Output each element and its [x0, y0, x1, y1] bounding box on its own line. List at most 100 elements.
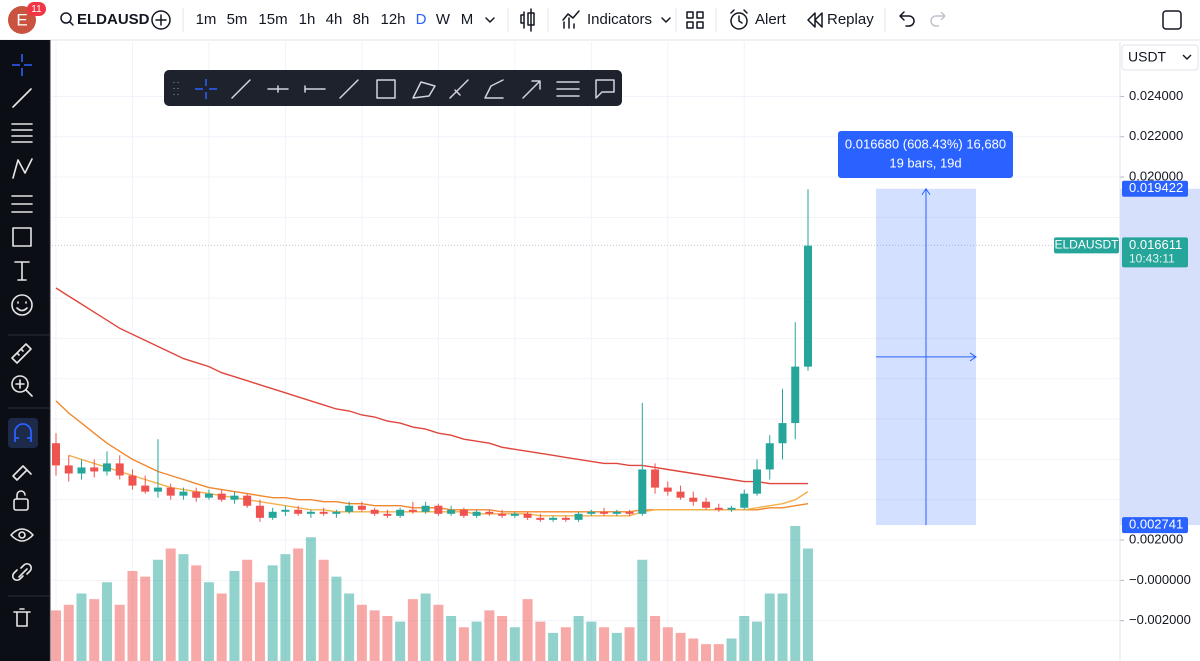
- interval-button[interactable]: 15m: [258, 11, 287, 28]
- volume-bar: [471, 621, 482, 661]
- horizontal-line[interactable]: [304, 85, 326, 93]
- interval-button[interactable]: 1m: [196, 11, 217, 28]
- volume-bar: [178, 554, 189, 661]
- remove-tool[interactable]: [13, 608, 31, 627]
- volume-bar: [650, 616, 661, 661]
- currency-dropdown[interactable]: [1121, 44, 1199, 71]
- chart-type-icon[interactable]: [520, 8, 535, 32]
- crosshair[interactable]: [195, 79, 217, 99]
- sync-tool[interactable]: [11, 562, 33, 582]
- volume-bar: [713, 644, 724, 661]
- interval-button[interactable]: 4h: [326, 11, 343, 28]
- last-price-box: [1122, 237, 1188, 268]
- drag-handle[interactable]: [173, 82, 179, 95]
- interval-button[interactable]: W: [436, 11, 451, 28]
- stay-drawing-tool[interactable]: [12, 465, 32, 481]
- alert-icon[interactable]: [730, 12, 748, 30]
- candle-body: [64, 465, 73, 474]
- layout-icon[interactable]: [686, 11, 704, 29]
- ray[interactable]: [339, 79, 359, 99]
- add-symbol[interactable]: [151, 10, 171, 30]
- trendline-tool[interactable]: [12, 88, 32, 108]
- zoom-tool[interactable]: [11, 375, 29, 393]
- trend-line[interactable]: [231, 79, 251, 99]
- volume-bar: [229, 571, 240, 661]
- undo[interactable]: [899, 11, 915, 27]
- last-price-label: 0.016611: [1129, 237, 1182, 252]
- interval-bar: 1m 5m 15m 1h 4h 8h 12h D W M: [196, 11, 474, 28]
- magnet-tool[interactable]: [14, 423, 32, 442]
- volume-bar: [790, 526, 801, 661]
- interval-button[interactable]: 5m: [227, 11, 248, 28]
- volume-bar: [63, 604, 74, 661]
- replay-button[interactable]: Replay: [827, 11, 874, 28]
- horizontal-ray[interactable]: [267, 85, 289, 93]
- candle-body: [549, 517, 558, 520]
- measure-arrow: [876, 352, 977, 362]
- alert-button[interactable]: Alert: [755, 11, 787, 28]
- brush[interactable]: [412, 81, 436, 99]
- interval-dropdown[interactable]: [485, 17, 495, 23]
- interval-button[interactable]: 12h: [380, 11, 405, 28]
- volume-bar: [356, 604, 367, 661]
- indicators-dropdown[interactable]: [661, 17, 671, 23]
- volume-bar: [573, 616, 584, 661]
- volume-bar: [407, 599, 418, 661]
- text-tool[interactable]: [14, 261, 30, 281]
- countdown: 10:43:11: [1129, 252, 1175, 266]
- candle-body: [561, 517, 570, 520]
- candle-body: [472, 511, 481, 516]
- candle-body: [141, 485, 150, 492]
- crosshair-tool[interactable]: [12, 54, 32, 76]
- redo[interactable]: [930, 11, 946, 27]
- volume-bar: [662, 627, 673, 661]
- price-range[interactable]: [449, 79, 469, 99]
- candle-body: [306, 511, 315, 514]
- candle-body: [714, 507, 723, 510]
- interval-button[interactable]: M: [461, 11, 474, 28]
- geometry-tool[interactable]: [12, 227, 32, 247]
- candle-body: [625, 511, 634, 514]
- interval-button[interactable]: 8h: [353, 11, 370, 28]
- rectangle[interactable]: [376, 79, 396, 99]
- candle-body: [115, 463, 124, 476]
- search-icon[interactable]: [60, 12, 72, 24]
- candle-body: [778, 423, 787, 444]
- highlighter[interactable]: [484, 79, 504, 99]
- candle-body: [345, 505, 354, 512]
- symbol[interactable]: ELDAUSD: [77, 11, 150, 28]
- interval-button[interactable]: D: [416, 11, 427, 28]
- y-tick-label: 0.024000: [1129, 88, 1183, 103]
- pattern-tool[interactable]: [12, 158, 33, 179]
- search-icon: [69, 21, 74, 26]
- arrow[interactable]: [522, 80, 541, 99]
- volume-bar: [497, 616, 508, 661]
- fullscreen[interactable]: [1162, 10, 1182, 30]
- candle-body: [230, 495, 239, 500]
- volume-bar: [152, 559, 163, 661]
- interval-button[interactable]: 1h: [299, 11, 316, 28]
- measure-label: 0.016680 (608.43%) 16,680: [845, 136, 1006, 151]
- y-tick-label: 0.020000: [1129, 169, 1183, 184]
- volume-bar: [624, 627, 635, 661]
- hide-tool[interactable]: [10, 528, 34, 542]
- volume-bar: [548, 632, 559, 661]
- fib-retracement[interactable]: [556, 81, 580, 97]
- volume-bar: [267, 565, 278, 661]
- volume-bar: [140, 576, 151, 661]
- magnet-active: [8, 418, 38, 448]
- fib-tool[interactable]: [11, 123, 33, 143]
- prediction-tool[interactable]: [11, 195, 33, 213]
- indicators-button[interactable]: Indicators: [587, 11, 652, 28]
- emoji-tool[interactable]: [11, 294, 33, 316]
- emoji-tool: [16, 301, 28, 312]
- callout[interactable]: [595, 79, 615, 99]
- measure-tool[interactable]: [11, 343, 32, 364]
- candle-body: [791, 366, 800, 424]
- replay-icon[interactable]: [807, 12, 823, 28]
- lock-tool[interactable]: [13, 498, 29, 511]
- volume-bar: [254, 582, 265, 661]
- indicators-icon[interactable]: [562, 10, 580, 29]
- candle-body: [255, 505, 264, 518]
- volume-bar: [395, 621, 406, 661]
